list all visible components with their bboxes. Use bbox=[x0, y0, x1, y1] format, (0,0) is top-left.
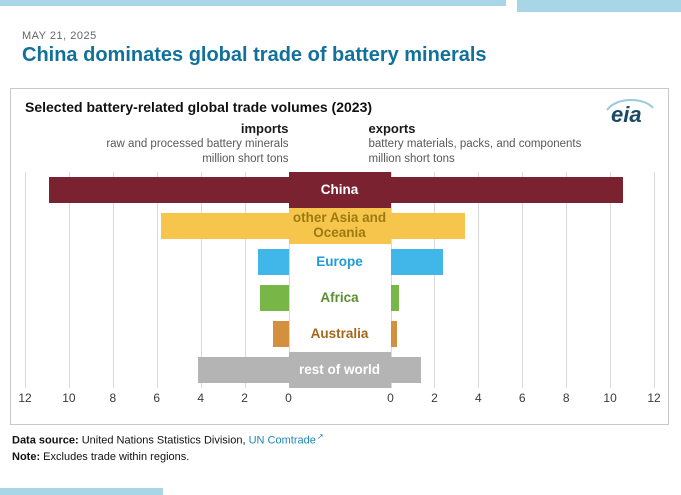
tick-label: 4 bbox=[474, 391, 482, 405]
top-accent-bar-right bbox=[517, 0, 681, 12]
axis-right: 0 2 4 6 8 10 12 bbox=[387, 388, 661, 408]
note-line: Note: Excludes trade within regions. bbox=[12, 449, 324, 466]
data-source-text: United Nations Statistics Division, bbox=[81, 434, 246, 447]
footer: Data source: United Nations Statistics D… bbox=[12, 431, 324, 466]
bottom-accent-bar bbox=[0, 488, 163, 495]
export-bar-cell-europe bbox=[390, 244, 655, 280]
import-bar-rest-of-world bbox=[198, 357, 289, 383]
eia-logo: eia bbox=[604, 95, 656, 132]
tick-label: 2 bbox=[241, 391, 248, 405]
exports-header-block: exports battery materials, packs, and co… bbox=[369, 121, 655, 166]
data-source-label: Data source: bbox=[12, 434, 79, 447]
category-label-other-asia-and-oceania: other Asia and Oceania bbox=[288, 208, 391, 244]
category-label-africa: Africa bbox=[320, 289, 359, 305]
gridlines-left bbox=[25, 172, 290, 388]
external-link-icon: ↗ bbox=[316, 432, 324, 441]
import-bar-cell-africa bbox=[25, 280, 289, 316]
category-label-australia: Australia bbox=[310, 325, 369, 341]
import-bar-cell-australia bbox=[25, 316, 289, 352]
eia-logo-graphic: eia bbox=[606, 99, 654, 127]
import-bar-cell-rest-of-world bbox=[25, 352, 289, 388]
tick-label: 0 bbox=[387, 391, 394, 405]
export-bar-cell-other-asia-and-oceania bbox=[390, 208, 655, 244]
note-text: Excludes trade within regions. bbox=[43, 451, 190, 464]
chart-card: Selected battery-related global trade vo… bbox=[10, 88, 669, 425]
export-bar-china bbox=[390, 177, 624, 203]
tick-label: 10 bbox=[62, 391, 76, 405]
tick-label: 4 bbox=[197, 391, 204, 405]
axis-left: 12 10 8 6 4 2 0 bbox=[18, 388, 292, 408]
gridlines-right bbox=[390, 172, 655, 388]
import-bar-china bbox=[49, 177, 289, 203]
exports-header: exports bbox=[368, 121, 416, 136]
note-label: Note: bbox=[12, 451, 41, 464]
plot-area: China other Asia and Oceania Europe Africa A… bbox=[25, 172, 655, 388]
column-headers: imports raw and processed battery minera… bbox=[25, 121, 654, 166]
category-label-rest-of-world: rest of world bbox=[288, 352, 391, 388]
imports-subtitle: raw and processed battery minerals bbox=[106, 138, 289, 151]
page-title: China dominates global trade of battery … bbox=[22, 44, 487, 66]
chart-title: Selected battery-related global trade vo… bbox=[25, 99, 373, 115]
export-bar-rest-of-world bbox=[390, 357, 422, 383]
import-bar-cell-china bbox=[25, 172, 289, 208]
import-bar-europe bbox=[257, 249, 289, 275]
axis-row: 12 10 8 6 4 2 0 0 2 4 6 8 10 12 bbox=[18, 388, 661, 408]
tick-label: 2 bbox=[431, 391, 438, 405]
import-bar-cell-other-asia-and-oceania bbox=[25, 208, 289, 244]
tick-label: 8 bbox=[109, 391, 117, 405]
export-bar-cell-china bbox=[390, 172, 655, 208]
export-bar-europe bbox=[390, 249, 444, 275]
import-bar-africa bbox=[259, 285, 289, 311]
category-label-china: China bbox=[288, 172, 391, 208]
import-bar-cell-europe bbox=[25, 244, 289, 280]
imports-header-block: imports raw and processed battery minera… bbox=[25, 121, 289, 166]
comtrade-link[interactable]: UN Comtrade bbox=[248, 434, 316, 447]
export-bar-other-asia-and-oceania bbox=[390, 213, 466, 239]
imports-header: imports bbox=[240, 121, 289, 136]
import-bar-australia bbox=[273, 321, 289, 347]
data-source-line: Data source: United Nations Statistics D… bbox=[12, 431, 324, 449]
tick-label: 12 bbox=[647, 391, 661, 405]
export-bar-cell-africa bbox=[390, 280, 655, 316]
top-accent-bar-left bbox=[0, 0, 506, 6]
export-bar-cell-rest-of-world bbox=[390, 352, 655, 388]
category-label-europe: Europe bbox=[316, 253, 363, 269]
tick-label: 10 bbox=[603, 391, 617, 405]
export-bar-cell-australia bbox=[390, 316, 655, 352]
import-bar-other-asia-and-oceania bbox=[161, 213, 289, 239]
tick-label: 6 bbox=[153, 391, 161, 405]
imports-unit: million short tons bbox=[202, 152, 289, 165]
eia-logo-arc bbox=[606, 99, 654, 111]
exports-unit: million short tons bbox=[368, 152, 455, 165]
tick-label: 8 bbox=[562, 391, 570, 405]
tick-label: 12 bbox=[18, 391, 32, 405]
export-bar-africa bbox=[390, 285, 400, 311]
date-text: MAY 21, 2025 bbox=[22, 30, 97, 42]
tick-label: 0 bbox=[285, 391, 292, 405]
eia-logo-text: eia bbox=[611, 102, 642, 127]
exports-subtitle: battery materials, packs, and components bbox=[368, 138, 582, 151]
tick-label: 6 bbox=[518, 391, 526, 405]
export-bar-australia bbox=[390, 321, 398, 347]
